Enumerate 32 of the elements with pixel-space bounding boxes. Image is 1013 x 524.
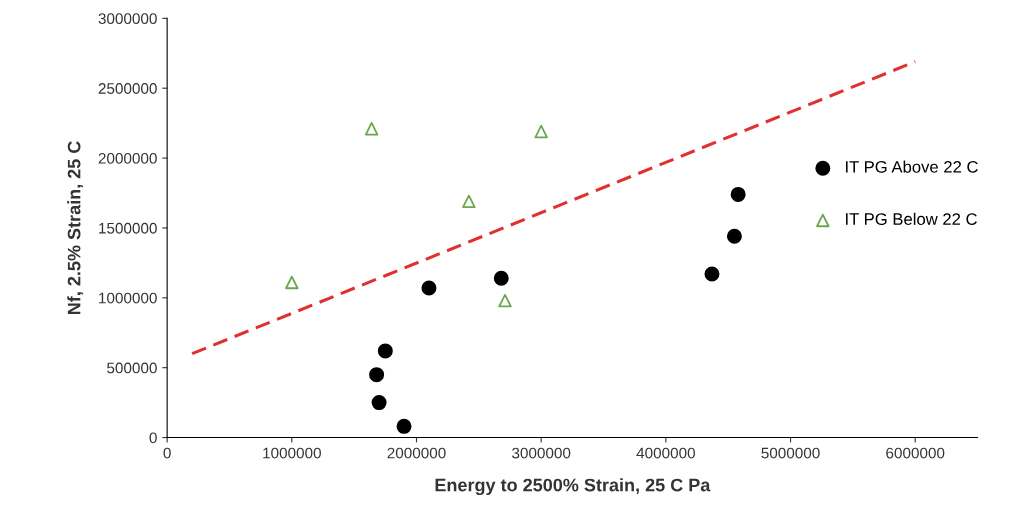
point [396,418,412,434]
point [493,270,509,286]
point [377,343,393,359]
y-tick-label: 3000000 [98,13,157,25]
point [726,228,742,244]
point [285,275,299,290]
y-tick-label: 1000000 [99,292,157,304]
y-tick-label: 2500000 [98,83,157,94]
x-axis-title: Energy to 2500% Strain, 25 C Pa [435,478,711,496]
y-axis-title: Nf, 2.5% Strain, 25 C [67,141,84,315]
x-tick-label: 0 [163,447,171,459]
x-tick-label: 1000000 [263,447,321,459]
x-tick-label: 3000000 [512,447,571,459]
point [371,395,387,411]
legend-label: IT PG Above 22 C [846,160,978,173]
point [364,122,379,136]
x-tick-label: 2000000 [387,447,446,459]
x-tick-label: 5000000 [761,447,820,459]
y-tick-label: 2000000 [98,152,157,164]
point [421,280,437,296]
point [730,186,746,202]
point [369,367,385,383]
legend-label: IT PG Below 22 C [846,212,977,225]
x-tick-label: 6000000 [886,447,945,459]
point [534,124,548,139]
y-tick-label: 1500000 [99,222,157,234]
point [704,266,720,282]
y-tick-label: 0 [149,432,157,444]
y-tick-label: 500000 [107,362,157,374]
x-tick-label: 4000000 [636,447,695,459]
point [498,293,512,308]
point [462,194,476,209]
